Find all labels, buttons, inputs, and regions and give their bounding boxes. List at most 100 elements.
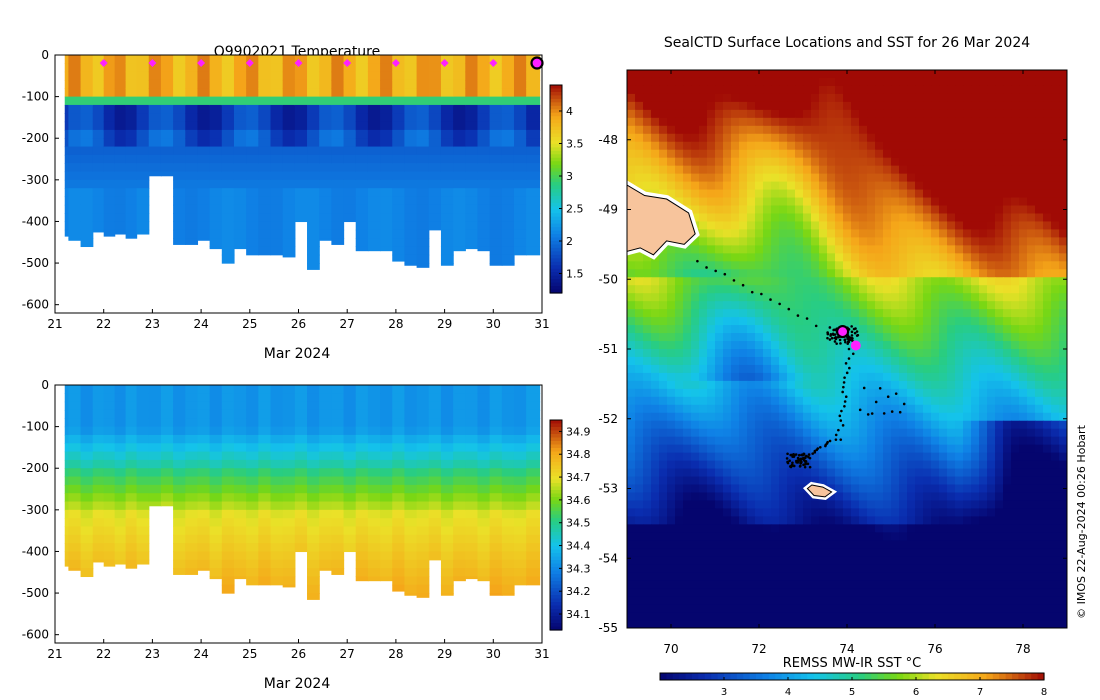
sst-cell — [979, 85, 988, 95]
sst-cell — [691, 149, 700, 159]
sst-cell — [827, 77, 836, 87]
sst-cell — [1003, 253, 1012, 262]
sst-cell — [811, 141, 820, 151]
sst-cell — [739, 85, 748, 95]
salinity-cell — [319, 484, 332, 494]
sst-cell — [931, 237, 940, 246]
salinity-cell — [114, 543, 127, 553]
sst-cell — [971, 173, 980, 183]
temperature-cell — [355, 246, 369, 252]
salinity-colorbar-label: 34.5 — [566, 517, 591, 530]
sst-cell — [875, 341, 884, 350]
temperature-cell — [307, 79, 320, 89]
salinity-cell — [209, 484, 223, 494]
temperature-xtick-label: 25 — [242, 317, 257, 331]
temperature-cell — [282, 154, 296, 164]
sst-cell — [963, 181, 972, 191]
sst-cell — [755, 85, 764, 95]
sst-cell — [1051, 173, 1060, 183]
sst-cell — [651, 349, 660, 358]
temperature-cell — [92, 104, 105, 114]
salinity-cell — [343, 534, 357, 544]
salinity-cell — [465, 434, 479, 444]
temperature-cell — [367, 121, 381, 131]
temperature-cell — [380, 196, 393, 206]
sst-cell — [643, 261, 652, 270]
sst-cell — [643, 317, 652, 326]
temperature-cell — [221, 79, 235, 89]
sst-cell — [731, 317, 740, 326]
sst-cell — [771, 436, 780, 446]
sst-cell — [1019, 325, 1028, 334]
sst-cell — [795, 109, 804, 119]
sst-cell — [707, 436, 716, 446]
sst-cell — [939, 109, 948, 119]
salinity-cell — [355, 443, 369, 453]
sst-cell — [939, 77, 948, 87]
sst-cell — [683, 197, 692, 207]
salinity-colorbar-segment — [550, 525, 562, 530]
sst-cell — [915, 428, 924, 438]
sst-cell — [891, 325, 900, 334]
salinity-colorbar-segment — [550, 451, 562, 456]
sst-cell — [747, 277, 756, 286]
temperature-cell — [489, 79, 503, 89]
salinity-cell — [307, 484, 320, 494]
sst-cell — [835, 109, 844, 119]
temperature-cell — [465, 221, 479, 231]
temperature-cell — [416, 204, 430, 214]
sst-cell — [971, 213, 980, 223]
sst-cell — [1011, 70, 1020, 79]
sst-cell — [979, 125, 988, 135]
sst-cell — [643, 460, 652, 470]
salinity-cell — [173, 434, 186, 444]
salinity-cell — [173, 451, 186, 461]
sst-cell — [915, 213, 924, 223]
salinity-ytick-label: -600 — [22, 628, 49, 642]
salinity-cell — [294, 509, 308, 519]
sst-cell — [923, 301, 932, 310]
salinity-cell — [197, 568, 211, 571]
sst-cell — [899, 70, 908, 79]
salinity-colorbar: 34.134.234.334.434.534.634.734.834.9 — [549, 419, 591, 631]
temperature-cell — [513, 63, 527, 73]
temperature-cell — [114, 204, 127, 214]
salinity-cell — [477, 418, 491, 428]
salinity-cell — [453, 551, 466, 561]
temperature-profile-column — [258, 55, 272, 256]
sst-cell — [835, 364, 844, 374]
sst-row — [627, 420, 1067, 430]
sst-cell — [803, 181, 812, 191]
sst-cell — [1051, 253, 1060, 262]
temperature-cell — [343, 146, 357, 156]
sst-cell — [651, 269, 660, 278]
sst-cell — [899, 444, 908, 454]
sst-cell — [907, 420, 916, 430]
temperature-cell — [258, 129, 272, 139]
temperature-cell — [92, 229, 105, 233]
sst-cell — [659, 372, 668, 382]
sst-cell — [1059, 157, 1067, 167]
sst-cell — [835, 173, 844, 183]
salinity-cell — [319, 401, 332, 411]
sst-cell — [675, 364, 684, 374]
sst-cell — [851, 221, 860, 231]
salinity-cell — [404, 401, 418, 411]
sst-cell — [931, 261, 940, 270]
temperature-cell — [380, 138, 393, 148]
sst-cell — [843, 388, 852, 398]
sst-cell — [1011, 349, 1020, 358]
temperature-cell — [64, 163, 69, 173]
temperature-xtick-label: 28 — [388, 317, 403, 331]
salinity-cell — [258, 468, 272, 478]
salinity-cell — [404, 534, 418, 544]
sst-cell — [1003, 444, 1012, 454]
salinity-cell — [221, 493, 235, 503]
sst-cell — [731, 285, 740, 294]
sst-cell — [955, 229, 964, 238]
sst-cell — [883, 372, 892, 382]
salinity-cell — [282, 451, 296, 461]
temperature-cell — [319, 188, 332, 198]
sst-cell — [923, 428, 932, 438]
sst-cell — [811, 229, 820, 238]
